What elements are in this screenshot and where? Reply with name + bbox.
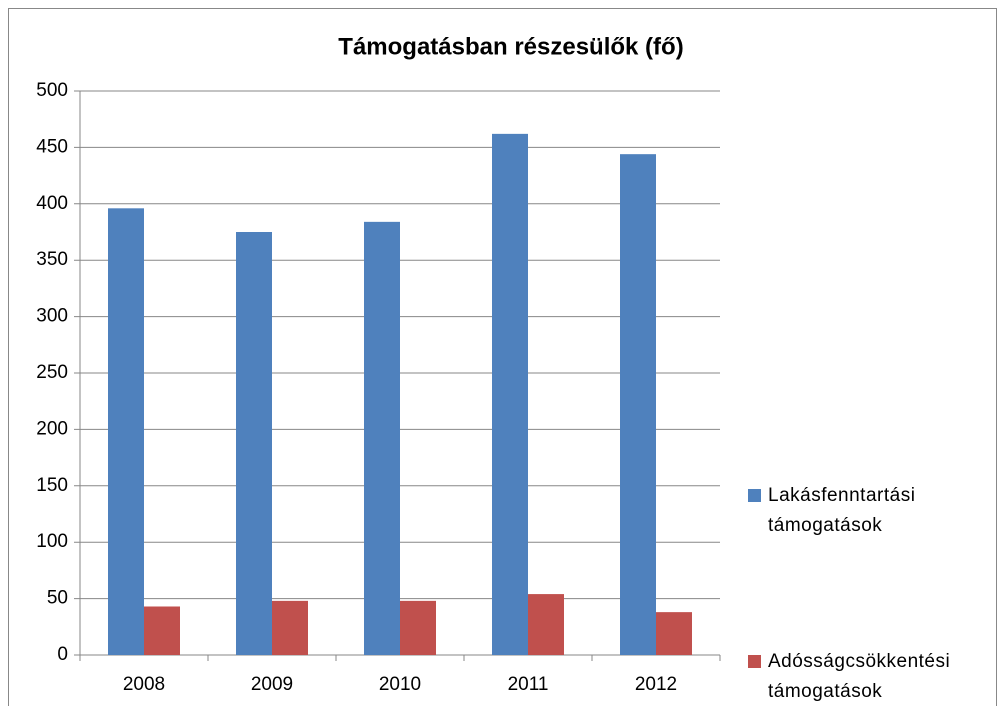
- chart-border: [8, 8, 997, 706]
- bar: [528, 594, 564, 655]
- bar: [144, 606, 180, 655]
- bar: [620, 154, 656, 655]
- y-tick-label: 100: [36, 531, 68, 552]
- x-tick-label: 2012: [635, 674, 677, 695]
- legend-label: Adósságcsökkentési támogatások: [768, 651, 951, 702]
- y-tick-label: 500: [36, 80, 68, 101]
- x-tick-label: 2009: [251, 674, 293, 695]
- bar: [272, 600, 308, 655]
- bar: [108, 208, 144, 655]
- bar: [400, 600, 436, 655]
- chart-title: Támogatásban részesülők (fő): [338, 33, 683, 60]
- x-tick-label: 2010: [379, 674, 421, 695]
- legend-swatch: [748, 655, 761, 668]
- legend-swatch: [748, 489, 761, 502]
- y-tick-label: 0: [57, 644, 68, 665]
- legend-label: Lakásfenntartási támogatások: [768, 485, 916, 536]
- bar: [656, 612, 692, 655]
- x-tick-label: 2011: [508, 674, 549, 695]
- y-tick-label: 400: [36, 193, 68, 214]
- y-tick-label: 300: [36, 306, 68, 327]
- y-tick-label: 50: [47, 588, 68, 609]
- x-tick-label: 2008: [123, 674, 165, 695]
- bar: [492, 133, 528, 655]
- y-tick-label: 200: [36, 418, 68, 439]
- y-tick-label: 250: [36, 362, 68, 383]
- y-tick-label: 150: [36, 475, 68, 496]
- y-tick-label: 350: [36, 249, 68, 270]
- y-tick-label: 450: [36, 136, 68, 157]
- bar: [364, 221, 400, 655]
- bar: [236, 232, 272, 655]
